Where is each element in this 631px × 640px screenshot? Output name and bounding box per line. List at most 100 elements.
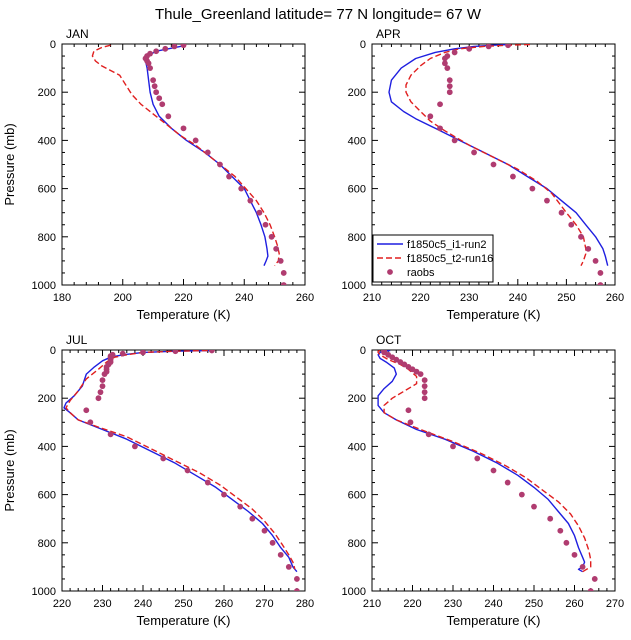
y-tick-label: 600: [38, 490, 56, 502]
y-tick-label: 200: [348, 87, 366, 99]
raobs-point: [87, 419, 94, 426]
raobs-point: [421, 389, 428, 396]
raobs-point: [153, 48, 160, 55]
x-axis-label: Temperature (K): [137, 307, 231, 322]
x-tick-label: 220: [403, 598, 421, 610]
raobs-point: [147, 65, 153, 71]
raobs-point: [474, 455, 481, 462]
x-axis-label: Temperature (K): [447, 613, 541, 628]
plot-data: [91, 44, 287, 285]
raobs-point: [571, 551, 578, 558]
raobs-point: [558, 209, 565, 216]
plot-data: [388, 44, 609, 285]
x-tick-label: 240: [134, 598, 152, 610]
y-tick-label: 800: [38, 538, 56, 550]
series-line-run16: [65, 350, 296, 570]
raobs-point: [490, 467, 497, 474]
x-tick-label: 220: [53, 598, 71, 610]
legend-marker-raobs: [387, 269, 393, 275]
raobs-point: [153, 89, 160, 96]
raobs-point: [180, 44, 187, 49]
raobs-point: [160, 455, 167, 462]
raobs-point: [417, 371, 424, 377]
raobs-point: [585, 245, 592, 252]
raobs-point: [261, 527, 268, 534]
legend-label: f1850c5_i1-run2: [407, 239, 487, 251]
raobs-point: [510, 173, 516, 180]
raobs-point: [446, 89, 453, 96]
y-tick-label: 800: [348, 538, 366, 550]
raobs-point: [150, 77, 157, 84]
y-tick-label: 600: [348, 490, 366, 502]
raobs-point: [285, 564, 292, 570]
raobs-point: [446, 83, 453, 90]
plot-data: [63, 350, 300, 591]
y-tick-label: 200: [38, 393, 56, 405]
raobs-point: [490, 161, 497, 168]
y-tick-label: 800: [38, 232, 56, 244]
raobs-point: [132, 443, 138, 450]
x-tick-label: 180: [53, 292, 71, 304]
raobs-point: [226, 173, 232, 180]
plot-frame: [61, 349, 306, 592]
raobs-point: [444, 65, 451, 71]
panel-title: APR: [376, 27, 401, 41]
series-line-run2: [377, 350, 586, 573]
y-tick-label: 800: [348, 232, 366, 244]
raobs-point: [505, 44, 511, 49]
panel-title: OCT: [376, 333, 402, 347]
y-tick-label: 1000: [32, 280, 56, 292]
x-tick-label: 260: [565, 598, 583, 610]
raobs-point: [101, 371, 108, 377]
raobs-point: [421, 395, 428, 402]
legend-label: f1850c5_t2-run16: [407, 253, 493, 265]
x-tick-label: 230: [93, 598, 111, 610]
raobs-point: [529, 185, 536, 192]
x-axis-label: Temperature (K): [447, 307, 541, 322]
raobs-point: [165, 113, 172, 120]
series-line-run16: [405, 44, 587, 267]
raobs-point: [280, 282, 287, 285]
y-axis-label: Pressure (mb): [2, 429, 17, 511]
raobs-point: [485, 44, 492, 50]
panel-title: JAN: [66, 27, 89, 41]
y-tick-label: 1000: [342, 280, 366, 292]
x-tick-label: 220: [411, 292, 429, 304]
raobs-point: [273, 245, 280, 252]
series-line-run2: [63, 350, 298, 573]
x-tick-label: 260: [296, 292, 314, 304]
raobs-point: [504, 479, 511, 486]
raobs-point: [407, 419, 414, 426]
raobs-point: [277, 551, 284, 558]
legend-box: [372, 234, 494, 283]
raobs-point: [180, 125, 187, 132]
x-tick-label: 270: [255, 598, 273, 610]
raobs-point: [83, 407, 90, 414]
raobs-point: [184, 467, 191, 474]
x-tick-label: 250: [557, 292, 575, 304]
raobs-point: [247, 197, 254, 204]
y-tick-label: 600: [38, 184, 56, 196]
x-tick-label: 230: [460, 292, 478, 304]
raobs-point: [442, 55, 448, 62]
raobs-point: [162, 45, 169, 52]
plot-frame: [61, 43, 306, 286]
raobs-point: [597, 270, 604, 276]
raobs-point: [451, 137, 458, 144]
raobs-point: [256, 209, 263, 216]
raobs-point: [171, 44, 178, 50]
x-tick-label: 210: [363, 598, 381, 610]
y-tick-label: 0: [50, 345, 56, 357]
y-tick-label: 400: [38, 441, 56, 453]
y-tick-label: 0: [360, 345, 366, 357]
raobs-point: [568, 221, 575, 228]
raobs-point: [221, 491, 227, 498]
raobs-point: [578, 233, 584, 240]
panel-title: JUL: [66, 333, 88, 347]
x-tick-label: 250: [525, 598, 543, 610]
raobs-point: [217, 161, 223, 168]
raobs-point: [427, 113, 434, 120]
raobs-point: [531, 503, 537, 510]
